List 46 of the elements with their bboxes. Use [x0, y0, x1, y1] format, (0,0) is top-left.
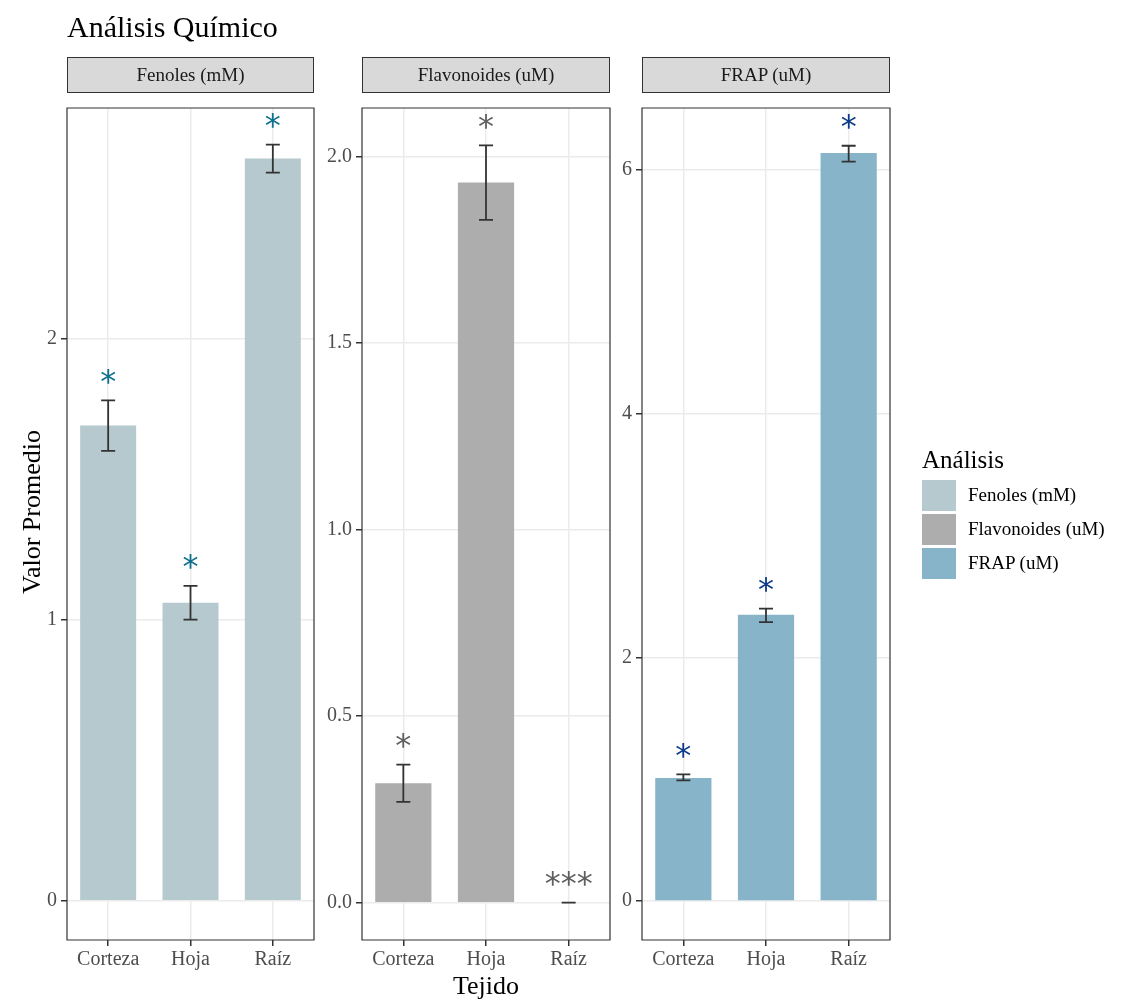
x-tick-label: Raíz: [830, 947, 868, 970]
text: FRAP (uM): [720, 64, 812, 85]
y-tick-label: 4: [622, 401, 632, 424]
annotation: *: [758, 570, 774, 609]
annotation: *: [395, 726, 412, 765]
x-tick-label: Hoja: [171, 947, 211, 971]
annotation: *: [264, 106, 281, 145]
text: Flavonoides (uM): [968, 518, 1105, 539]
bar: [80, 425, 137, 900]
bar: [737, 614, 795, 901]
x-axis-title: Tejido: [452, 971, 520, 1001]
y-tick-label: 2: [622, 644, 632, 667]
y-tick-label: 1.0: [327, 516, 352, 539]
chart-title: Análisis Químico: [67, 10, 278, 44]
x-tick-label: Hoja: [466, 947, 506, 971]
y-tick-label: 6: [622, 157, 632, 180]
legend-title: Análisis: [922, 446, 1005, 474]
y-tick-label: 0.5: [327, 703, 352, 726]
legend-label: FRAP (uM): [968, 552, 1059, 574]
annotation: *: [182, 547, 199, 586]
annotation: *: [478, 106, 494, 145]
text: Fenoles (mM): [67, 57, 314, 93]
x-tick-label: Raíz: [254, 947, 292, 970]
y-tick-label: 2.0: [327, 143, 352, 166]
annotation: *: [100, 361, 117, 400]
annotation: *: [675, 735, 692, 774]
bar: [244, 158, 301, 900]
x-tick-label: Hoja: [746, 947, 786, 971]
y-tick-label: 0: [622, 888, 632, 911]
annotation: ***: [544, 864, 593, 903]
x-tick-label: Corteza: [652, 947, 715, 970]
y-tick-label: 0: [47, 887, 57, 910]
bar: [162, 602, 219, 900]
annotation: *: [840, 107, 857, 146]
x-tick-label: Raíz: [550, 947, 588, 970]
y-tick-label: 1.5: [327, 330, 352, 353]
text: Fenoles (mM): [968, 484, 1077, 505]
y-axis-title: Valor Promedio: [17, 429, 47, 594]
text: Flavonoides (uM): [362, 57, 610, 93]
x-tick-label: Corteza: [372, 947, 435, 970]
bar: [655, 777, 712, 901]
y-tick-label: 1: [47, 606, 57, 629]
y-tick-label: 0.0: [327, 889, 352, 912]
y-tick-label: 2: [47, 325, 57, 348]
bar: [820, 153, 877, 901]
x-tick-label: Corteza: [77, 947, 140, 970]
